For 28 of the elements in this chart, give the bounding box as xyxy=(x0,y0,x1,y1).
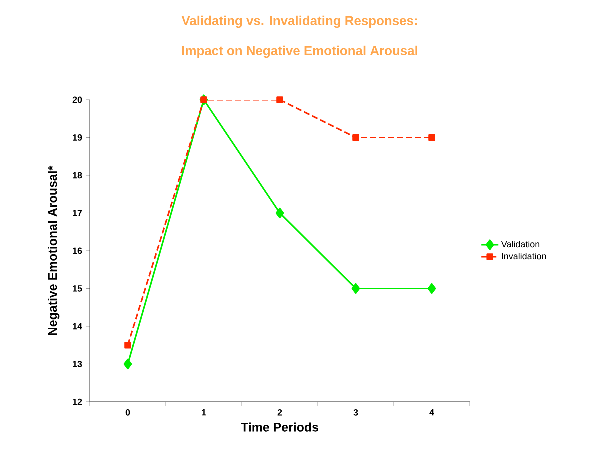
y-tick-label: 13 xyxy=(73,361,82,368)
point xyxy=(352,134,360,142)
point xyxy=(428,134,436,142)
x-axis-title: Time Periods xyxy=(241,422,318,432)
y-tick-label: 17 xyxy=(73,210,82,216)
y-axis-title: Negative Emotional Arousal* xyxy=(48,166,60,336)
legend-label: Validation xyxy=(501,241,540,248)
x-tick-label: 4 xyxy=(430,410,434,416)
x-tick-label: 0 xyxy=(126,410,130,416)
y-tick-label: 16 xyxy=(73,248,82,254)
point xyxy=(428,283,436,294)
chart-subtitle: Impact on Negative Emotional Arousal xyxy=(182,46,418,58)
point xyxy=(124,342,132,349)
point xyxy=(276,96,284,104)
y-tick-label: 14 xyxy=(73,323,82,330)
y-tick-label: 12 xyxy=(73,398,82,406)
legend-label: Invalidation xyxy=(502,252,546,260)
y-tick-label: 20 xyxy=(72,96,82,104)
chart-title: Validating vs. Invalidating Responses: xyxy=(182,16,418,28)
point xyxy=(124,358,132,370)
y-tick-label: 15 xyxy=(73,286,82,292)
y-tick-label: 19 xyxy=(73,134,82,141)
x-tick-label: 3 xyxy=(354,410,358,416)
x-tick-label: 1 xyxy=(202,410,206,416)
x-tick-label: 2 xyxy=(278,410,282,416)
point xyxy=(352,283,360,294)
point xyxy=(276,208,284,219)
y-tick-label: 18 xyxy=(73,172,82,179)
